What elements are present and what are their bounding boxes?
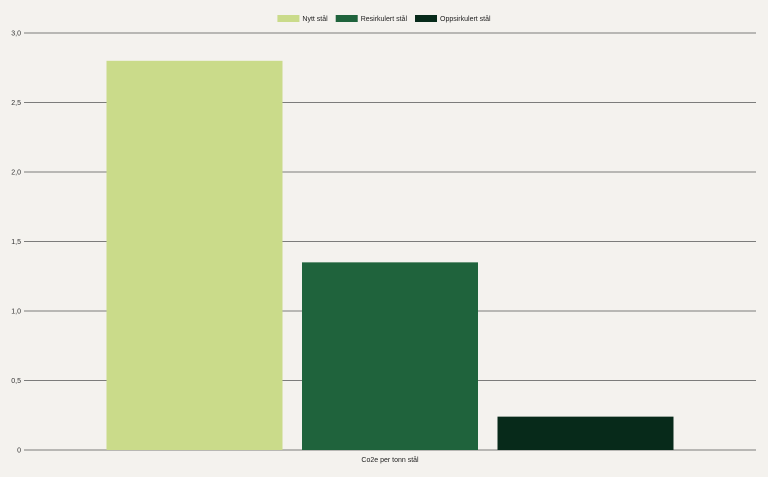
legend-label: Resirkulert stål [361, 15, 408, 23]
x-category-label: Co2e per tonn stål [361, 456, 419, 464]
y-tick-label: 1,0 [11, 309, 21, 316]
y-tick-label: 1,5 [11, 239, 21, 246]
legend-swatch [335, 15, 358, 22]
bars [106, 60, 674, 451]
legend-swatch [277, 15, 300, 22]
bar-nytt-stal [106, 60, 283, 451]
legend-item: Resirkulert stål [335, 15, 408, 23]
y-tick-label: 2,5 [11, 100, 21, 107]
legend-item: Oppsirkulert stål [415, 15, 491, 23]
y-axis-ticks: 0 0,5 1,0 1,5 2,0 2,5 3,0 [11, 31, 21, 455]
y-tick-label: 3,0 [11, 31, 21, 38]
x-axis-labels: Co2e per tonn stål [361, 456, 419, 464]
bar-oppsirkulert-stal [497, 416, 674, 450]
y-tick-label: 0,5 [11, 378, 21, 385]
legend: Nytt stål Resirkulert stål Oppsirkulert st… [277, 15, 491, 23]
y-tick-label: 0 [17, 448, 21, 455]
legend-item: Nytt stål [277, 15, 328, 23]
legend-swatch [415, 15, 438, 22]
legend-label: Oppsirkulert stål [440, 15, 491, 23]
bar-resirkulert-stal [302, 262, 478, 450]
legend-label: Nytt stål [302, 15, 328, 23]
y-tick-label: 2,0 [11, 170, 21, 177]
